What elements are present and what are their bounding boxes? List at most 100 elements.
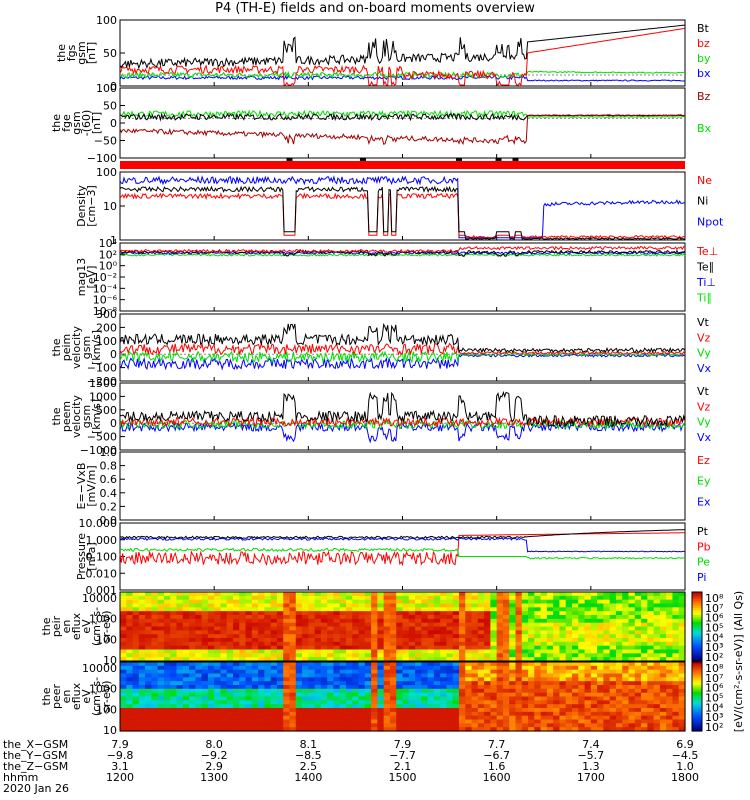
- heatmap-cell: [383, 607, 391, 612]
- heatmap-cell: [578, 622, 586, 628]
- heatmap-cell: [553, 599, 561, 605]
- heatmap-cell: [207, 626, 215, 631]
- heatmap-cell: [572, 692, 579, 698]
- heatmap-cell: [358, 630, 366, 635]
- bottom-axis-value: 1.0: [676, 760, 694, 773]
- heatmap-cell: [120, 630, 127, 635]
- heatmap-cell: [333, 618, 341, 624]
- heatmap-cell: [251, 696, 259, 701]
- heatmap-cell: [126, 634, 134, 639]
- heatmap-cell: [201, 669, 209, 675]
- heatmap-cell: [647, 603, 655, 608]
- heatmap-cell: [496, 599, 504, 605]
- heatmap-cell: [433, 641, 441, 647]
- heatmap-cell: [534, 669, 542, 675]
- heatmap-cell: [157, 599, 165, 605]
- heatmap-cell: [559, 592, 567, 597]
- heatmap-cell: [609, 657, 617, 662]
- heatmap-cell: [245, 634, 253, 639]
- heatmap-cell: [515, 638, 523, 643]
- bottom-axis-label: 2020 Jan 26: [3, 782, 69, 795]
- heatmap-cell: [207, 595, 215, 601]
- heatmap-cell: [295, 665, 303, 671]
- heatmap-cell: [346, 657, 353, 662]
- heatmap-cell: [609, 641, 617, 647]
- heatmap-cell: [641, 618, 648, 624]
- heatmap-cell: [245, 669, 253, 675]
- heatmap-cell: [352, 685, 360, 690]
- heatmap-cell: [352, 618, 360, 624]
- heatmap-cell: [138, 607, 146, 612]
- heatmap-cell: [540, 622, 548, 628]
- colorbar-cell: [692, 635, 702, 639]
- heatmap-cell: [214, 727, 222, 732]
- heatmap-cell: [609, 723, 617, 728]
- heatmap-cell: [314, 615, 322, 620]
- heatmap-cell: [427, 638, 435, 643]
- heatmap-cell: [364, 657, 372, 662]
- heatmap-cell: [389, 696, 397, 701]
- heatmap-cell: [132, 645, 140, 651]
- heatmap-cell: [270, 638, 278, 643]
- heatmap-cell: [132, 673, 140, 678]
- heatmap-cell: [302, 615, 309, 620]
- heatmap-cell: [126, 711, 134, 717]
- heatmap-cell: [214, 603, 222, 608]
- heatmap-cell: [609, 645, 617, 651]
- heatmap-cell: [195, 611, 203, 616]
- heatmap-cell: [157, 662, 165, 667]
- heatmap-cell: [590, 673, 598, 678]
- heatmap-cell: [195, 685, 203, 690]
- heatmap-cell: [528, 653, 535, 658]
- heatmap-cell: [534, 723, 542, 728]
- heatmap-cell: [572, 727, 579, 732]
- heatmap-cell: [258, 626, 265, 631]
- heatmap-cell: [477, 711, 485, 717]
- heatmap-cell: [471, 657, 479, 662]
- heatmap-cell: [245, 662, 253, 667]
- heatmap-cell: [490, 711, 498, 717]
- heatmap-cell: [477, 615, 485, 620]
- heatmap-cell: [446, 704, 454, 709]
- heatmap-cell: [346, 685, 353, 690]
- heatmap-cell: [302, 692, 309, 698]
- heatmap-cell: [615, 665, 623, 671]
- heatmap-cell: [634, 669, 642, 675]
- heatmap-cell: [126, 677, 134, 682]
- colorbar-cell: [692, 605, 702, 609]
- heatmap-cell: [233, 673, 240, 678]
- heatmap-cell: [289, 603, 297, 608]
- heatmap-cell: [666, 634, 674, 639]
- heatmap-cell: [490, 657, 498, 662]
- heatmap-cell: [490, 599, 498, 605]
- y-tick-label: 10²: [99, 248, 117, 261]
- heatmap-cell: [521, 719, 529, 724]
- heatmap-cell: [634, 688, 642, 694]
- heatmap-cell: [389, 630, 397, 635]
- heatmap-cell: [609, 595, 617, 601]
- heatmap-cell: [578, 657, 586, 662]
- heatmap-cell: [641, 700, 648, 705]
- legend-Npot: Npot: [697, 215, 724, 228]
- heatmap-cell: [251, 622, 259, 628]
- heatmap-cell: [233, 669, 240, 675]
- heatmap-cell: [446, 727, 454, 732]
- heatmap-cell: [383, 696, 391, 701]
- heatmap-cell: [477, 669, 485, 675]
- heatmap-cell: [634, 727, 642, 732]
- heatmap-cell: [138, 677, 146, 682]
- bottom-axis-value: 7.4: [582, 738, 600, 751]
- heatmap-cell: [433, 638, 441, 643]
- heatmap-cell: [546, 645, 554, 651]
- heatmap-cell: [521, 715, 529, 721]
- legend-Ex: Ex: [697, 495, 711, 508]
- heatmap-cell: [145, 711, 152, 717]
- heatmap-cell: [264, 715, 272, 721]
- heatmap-cell: [371, 719, 378, 724]
- heatmap-cell: [641, 638, 648, 643]
- heatmap-cell: [509, 622, 517, 628]
- heatmap-cell: [270, 618, 278, 624]
- heatmap-cell: [496, 665, 504, 671]
- heatmap-cell: [433, 592, 441, 597]
- heatmap-cell: [628, 711, 636, 717]
